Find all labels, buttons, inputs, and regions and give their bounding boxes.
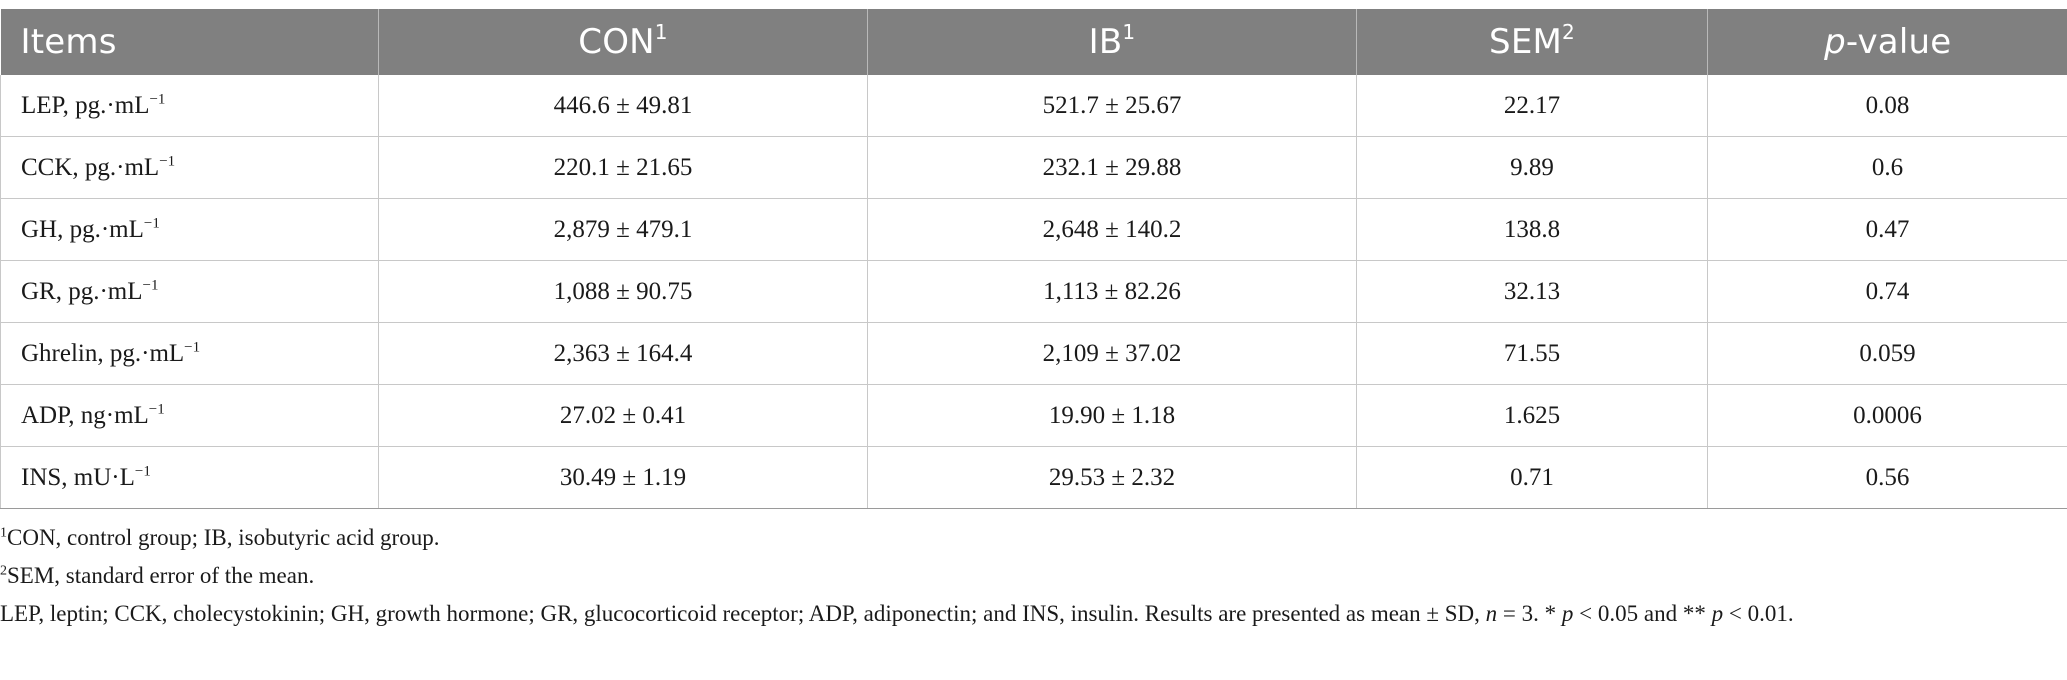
- table-row: INS, mU·L−1 30.49 ± 1.19 29.53 ± 2.32 0.71 0…: [0, 446, 2067, 509]
- cell-item: LEP, pg.·mL−1: [0, 75, 379, 137]
- cell-sem: 9.89: [1356, 136, 1708, 199]
- header-sem: SEM2: [1356, 9, 1708, 75]
- table-row: GR, pg.·mL−1 1,088 ± 90.75 1,113 ± 82.26 32…: [0, 260, 2067, 323]
- cell-ib: 232.1 ± 29.88: [867, 136, 1357, 199]
- footnote-3-n: n: [1485, 601, 1498, 626]
- table-body: LEP, pg.·mL−1 446.6 ± 49.81 521.7 ± 25.67 2…: [0, 75, 2067, 509]
- cell-sem: 1.625: [1356, 384, 1708, 447]
- cell-ib: 2,109 ± 37.02: [867, 322, 1357, 385]
- table-header: Items CON1 IB1 SEM2 p-value: [0, 9, 2067, 75]
- footnote-3-part1: LEP, leptin; CCK, cholecystokinin; GH, g…: [0, 601, 1486, 626]
- cell-con: 27.02 ± 0.41: [378, 384, 868, 447]
- footnote-2-text: SEM, standard error of the mean.: [7, 563, 315, 588]
- footnote-1-text: CON, control group; IB, isobutyric acid …: [7, 525, 440, 550]
- cell-sem: 71.55: [1356, 322, 1708, 385]
- header-p-value: p-value: [1707, 9, 2067, 75]
- data-table-container: Items CON1 IB1 SEM2 p-value LEP, pg.·mL−…: [0, 9, 2067, 509]
- table-row: CCK, pg.·mL−1 220.1 ± 21.65 232.1 ± 29.88 9…: [0, 136, 2067, 199]
- cell-item: GR, pg.·mL−1: [0, 260, 379, 323]
- cell-p-value: 0.6: [1707, 136, 2067, 199]
- footnote-3-p1: p: [1561, 601, 1574, 626]
- item-label: CCK, pg.·mL: [21, 153, 160, 181]
- cell-con: 2,363 ± 164.4: [378, 322, 868, 385]
- cell-con: 220.1 ± 21.65: [378, 136, 868, 199]
- footnote-3-part3: < 0.05 and **: [1573, 601, 1712, 626]
- item-label: ADP, ng·mL: [21, 401, 149, 429]
- cell-ib: 29.53 ± 2.32: [867, 446, 1357, 509]
- header-con-label: CON: [578, 22, 655, 62]
- data-table: Items CON1 IB1 SEM2 p-value LEP, pg.·mL−…: [0, 9, 2067, 509]
- header-items: Items: [0, 9, 379, 75]
- header-items-label: Items: [20, 22, 117, 62]
- cell-item: Ghrelin, pg.·mL−1: [0, 322, 379, 385]
- cell-con: 30.49 ± 1.19: [378, 446, 868, 509]
- cell-item: GH, pg.·mL−1: [0, 198, 379, 261]
- unit-exponent: −1: [134, 463, 151, 480]
- cell-sem: 32.13: [1356, 260, 1708, 323]
- header-p-value-label: -value: [1845, 22, 1952, 62]
- header-row: Items CON1 IB1 SEM2 p-value: [0, 9, 2067, 75]
- cell-item: INS, mU·L−1: [0, 446, 379, 509]
- footnote-abbreviations: LEP, leptin; CCK, cholecystokinin; GH, g…: [0, 595, 1985, 633]
- header-con: CON1: [378, 9, 868, 75]
- cell-item: CCK, pg.·mL−1: [0, 136, 379, 199]
- header-ib-footnote-marker: 1: [1122, 19, 1136, 44]
- cell-p-value: 0.0006: [1707, 384, 2067, 447]
- cell-ib: 1,113 ± 82.26: [867, 260, 1357, 323]
- unit-exponent: −1: [143, 215, 160, 232]
- footnote-3-p2: p: [1711, 601, 1724, 626]
- header-sem-label: SEM: [1489, 22, 1563, 62]
- cell-ib: 2,648 ± 140.2: [867, 198, 1357, 261]
- item-label: GH, pg.·mL: [21, 215, 144, 243]
- cell-item: ADP, ng·mL−1: [0, 384, 379, 447]
- cell-p-value: 0.08: [1707, 75, 2067, 137]
- item-label: INS, mU·L: [21, 463, 135, 491]
- unit-exponent: −1: [159, 153, 176, 170]
- cell-p-value: 0.74: [1707, 260, 2067, 323]
- cell-sem: 138.8: [1356, 198, 1708, 261]
- header-sem-footnote-marker: 2: [1562, 19, 1575, 44]
- header-ib: IB1: [867, 9, 1357, 75]
- unit-exponent: −1: [142, 277, 159, 294]
- header-p-italic: p: [1824, 22, 1846, 62]
- footnote-3-part4: < 0.01.: [1723, 601, 1794, 626]
- table-row: ADP, ng·mL−1 27.02 ± 0.41 19.90 ± 1.18 1.62…: [0, 384, 2067, 447]
- unit-exponent: −1: [148, 401, 165, 418]
- header-con-footnote-marker: 1: [654, 19, 668, 44]
- table-row: LEP, pg.·mL−1 446.6 ± 49.81 521.7 ± 25.67 2…: [0, 75, 2067, 137]
- footnote-2: 2SEM, standard error of the mean.: [0, 557, 2000, 595]
- cell-ib: 521.7 ± 25.67: [867, 75, 1357, 137]
- cell-con: 446.6 ± 49.81: [378, 75, 868, 137]
- table-row: Ghrelin, pg.·mL−1 2,363 ± 164.4 2,109 ± 37…: [0, 322, 2067, 385]
- item-label: GR, pg.·mL: [21, 277, 143, 305]
- item-label: Ghrelin, pg.·mL: [21, 339, 185, 367]
- footnote-3-part2: = 3. *: [1497, 601, 1562, 626]
- footnote-1: 1CON, control group; IB, isobutyric acid…: [0, 519, 2000, 557]
- item-label: LEP, pg.·mL: [21, 91, 150, 119]
- unit-exponent: −1: [184, 339, 201, 356]
- footnote-1-marker: 1: [0, 525, 7, 541]
- cell-p-value: 0.47: [1707, 198, 2067, 261]
- cell-p-value: 0.059: [1707, 322, 2067, 385]
- cell-sem: 22.17: [1356, 75, 1708, 137]
- footnotes: 1CON, control group; IB, isobutyric acid…: [0, 519, 2000, 633]
- cell-con: 1,088 ± 90.75: [378, 260, 868, 323]
- cell-p-value: 0.56: [1707, 446, 2067, 509]
- header-ib-label: IB: [1088, 22, 1123, 62]
- footnote-2-marker: 2: [0, 563, 7, 579]
- cell-ib: 19.90 ± 1.18: [867, 384, 1357, 447]
- table-row: GH, pg.·mL−1 2,879 ± 479.1 2,648 ± 140.2 13…: [0, 198, 2067, 261]
- cell-con: 2,879 ± 479.1: [378, 198, 868, 261]
- unit-exponent: −1: [149, 91, 166, 108]
- cell-sem: 0.71: [1356, 446, 1708, 509]
